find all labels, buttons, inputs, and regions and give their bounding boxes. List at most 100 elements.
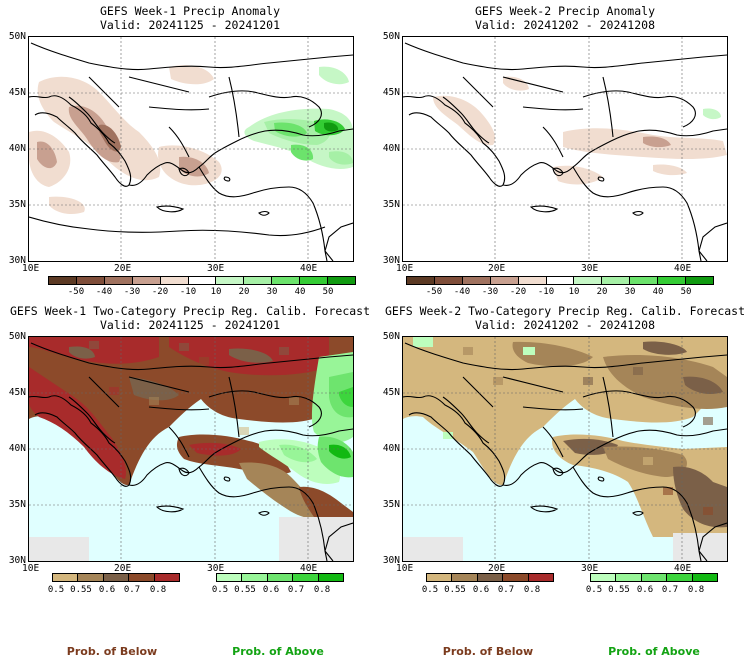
colorbar-swatch [160,277,189,284]
colorbar-swatch [686,277,713,284]
colorbar-swatch [53,574,79,581]
lat-label: 50N [8,331,26,342]
panel2-colorbar [406,276,714,285]
colorbar-swatch [49,277,77,284]
colorbar-swatch [462,277,491,284]
colorbar-swatch [244,277,273,284]
colorbar-label: 0.7 [497,585,515,595]
grid-lines [29,37,353,261]
lon-label: 10E [396,263,414,274]
colorbar-label: 0.55 [608,585,630,595]
colorbar-swatch [546,277,575,284]
colorbar-label: -20 [151,287,169,297]
lon-label: 10E [396,563,414,574]
grid-lines [403,337,727,561]
colorbar-swatch [641,574,668,581]
colorbar-swatch [154,574,180,581]
lon-label: 40E [300,563,318,574]
colorbar-swatch [667,574,693,581]
lon-label: 40E [674,263,692,274]
panel2-title: GEFS Week-2 Precip Anomaly [474,4,656,18]
lat-label: 50N [8,31,26,42]
colorbar-label: 0.6 [98,585,116,595]
anomaly-wet-patches [703,108,721,120]
colorbar-label: 0.8 [523,585,541,595]
lon-label: 30E [581,263,599,274]
colorbar-swatch [658,277,687,284]
colorbar-swatch [300,277,329,284]
colorbar-swatch [78,574,104,581]
panel4-valid: Valid: 20241202 - 20241208 [474,318,656,332]
colorbar-label: 0.7 [287,585,305,595]
grid-lines [29,337,353,561]
lon-label: 10E [22,263,40,274]
colorbar-label: 40 [652,287,664,297]
panel1-title: GEFS Week-1 Precip Anomaly [99,4,281,18]
colorbar-label: -30 [481,287,499,297]
colorbar-swatch [452,574,478,581]
colorbar-swatch [272,277,301,284]
lon-label: 40E [300,263,318,274]
colorbar-label: -50 [425,287,443,297]
lat-label: 35N [382,499,400,510]
lon-label: 20E [114,263,132,274]
colorbar-swatch [104,277,133,284]
colorbar-swatch [692,574,718,581]
colorbar-label: 0.6 [472,585,490,595]
lat-label: 35N [8,499,26,510]
lat-label: 40N [8,443,26,454]
colorbar-swatch [602,277,631,284]
lat-label: 35N [382,199,400,210]
colorbar-label: 20 [596,287,608,297]
colorbar-swatch [132,277,161,284]
colorbar-swatch [591,574,617,581]
pixel-noise [463,347,713,515]
panel2-map [402,36,728,262]
colorbar-label: 50 [680,287,692,297]
colorbar-swatch [427,574,453,581]
lat-label: 45N [382,387,400,398]
colorbar-swatch [574,277,603,284]
lat-label: 30N [382,255,400,266]
panel3-valid: Valid: 20241125 - 20241201 [99,318,281,332]
colorbar-label: 0.5 [421,585,439,595]
panel4-below-colorbar [426,573,554,582]
anomaly-wet-patches [244,66,353,169]
legend-prob-below-left: Prob. of Below [66,645,158,658]
colorbar-label: 20 [238,287,250,297]
colorbar-swatch [407,277,435,284]
colorbar-swatch [490,277,519,284]
colorbar-swatch [477,574,504,581]
colorbar-label: 0.5 [585,585,603,595]
lat-label: 50N [382,31,400,42]
lat-label: 45N [382,87,400,98]
colorbar-swatch [328,277,355,284]
lon-label: 30E [207,263,225,274]
colorbar-label: 0.7 [123,585,141,595]
colorbar-label: 0.8 [687,585,705,595]
panel4-map [402,336,728,562]
panel3-title: GEFS Week-1 Two-Category Precip Reg. Cal… [9,304,371,318]
colorbar-swatch [217,574,243,581]
colorbar-label: -40 [453,287,471,297]
coastlines [29,42,353,261]
colorbar-label: 0.5 [47,585,65,595]
colorbar-label: -10 [537,287,555,297]
colorbar-swatch [293,574,319,581]
lon-label: 10E [22,563,40,574]
colorbar-label: 30 [266,287,278,297]
panel4-title: GEFS Week-2 Two-Category Precip Reg. Cal… [384,304,746,318]
colorbar-label: 30 [624,287,636,297]
colorbar-label: 0.55 [444,585,466,595]
land-above-category [413,337,535,439]
colorbar-label: 10 [568,287,580,297]
colorbar-label: 40 [294,287,306,297]
lon-label: 30E [207,563,225,574]
colorbar-label: 0.55 [70,585,92,595]
panel4-above-colorbar [590,573,718,582]
legend-prob-above-left: Prob. of Above [232,645,324,658]
colorbar-label: 0.8 [313,585,331,595]
lat-label: 35N [8,199,26,210]
lat-label: 30N [8,555,26,566]
panel1-map [28,36,354,262]
